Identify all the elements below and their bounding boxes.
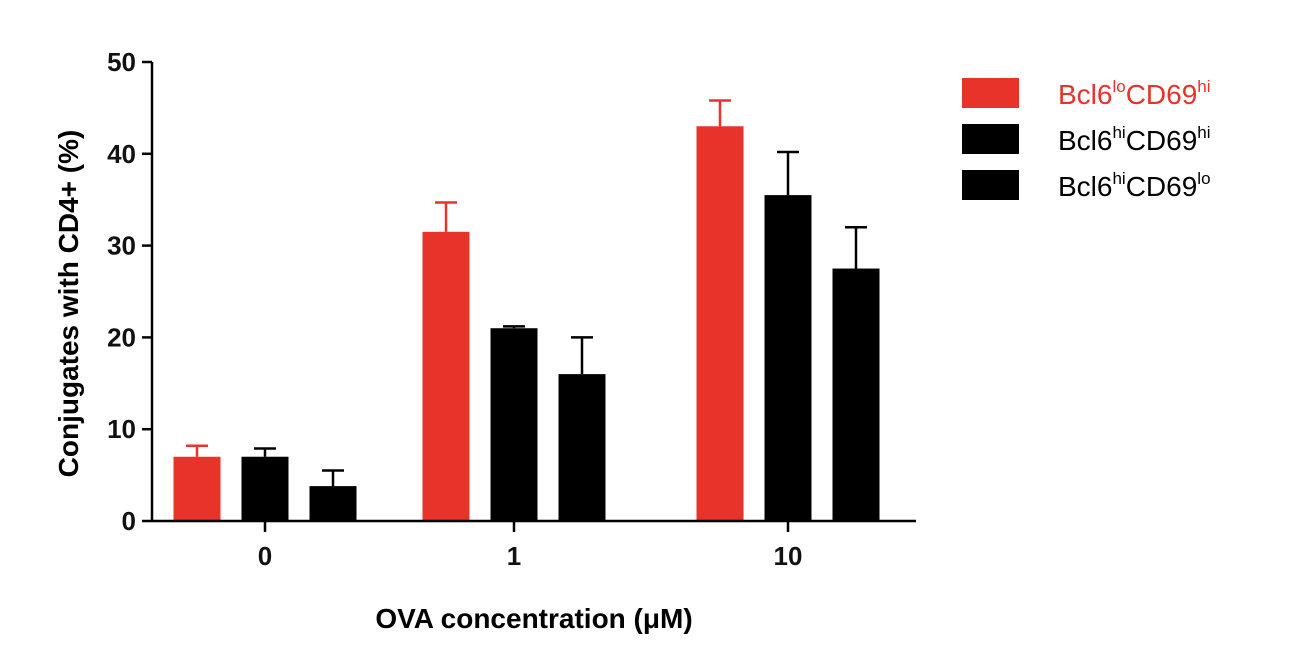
bar [696, 126, 744, 521]
bar [309, 486, 357, 521]
bar [173, 456, 221, 521]
bar [832, 268, 880, 521]
y-tick-label: 20 [107, 322, 136, 352]
legend-swatch [962, 78, 1019, 108]
bar [764, 195, 812, 522]
bar [490, 328, 538, 521]
x-tick-label: 1 [507, 541, 521, 571]
y-tick-label: 10 [107, 414, 136, 444]
bar [241, 456, 289, 521]
bars-group [173, 99, 880, 522]
legend-label: Bcl6loCD69hi [1058, 77, 1211, 110]
x-tick-label: 10 [774, 541, 803, 571]
y-tick-label: 30 [107, 231, 136, 261]
y-tick-label: 40 [107, 139, 136, 169]
y-tick-label: 50 [107, 47, 136, 77]
legend-swatch [962, 170, 1019, 200]
x-axis-title: OVA concentration (μM) [375, 603, 692, 634]
x-tick-label: 0 [258, 541, 272, 571]
y-axis-ticks: 0 10 20 30 40 50 [107, 47, 152, 536]
legend: Bcl6loCD69hi Bcl6hiCD69hi Bcl6hiCD69lo [962, 77, 1211, 202]
x-axis-ticks: 0 1 10 [258, 521, 803, 571]
legend-swatch [962, 124, 1019, 154]
bar [558, 374, 606, 521]
bar [422, 231, 470, 521]
legend-label: Bcl6hiCD69lo [1058, 169, 1211, 202]
legend-label: Bcl6hiCD69hi [1058, 123, 1211, 156]
y-axis-title: Conjugates with CD4+ (%) [53, 130, 84, 478]
y-tick-label: 0 [122, 506, 136, 536]
